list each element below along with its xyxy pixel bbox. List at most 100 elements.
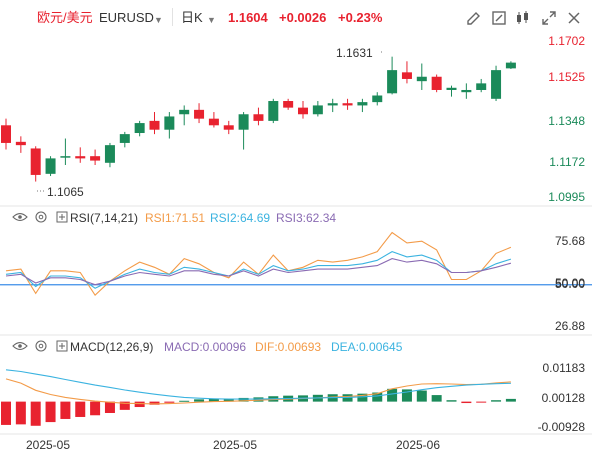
rsi-series-line [5,258,512,286]
macd-histogram-bar [30,401,41,426]
rsi-pane [0,231,592,297]
rsi-axis-tick: 50.00 [555,277,585,291]
time-axis-label: 2025-05 [26,438,70,452]
candle-body [476,83,487,90]
rsi-axis-tick: 50.00 [555,276,585,290]
interval-chevron-down-icon[interactable]: ▼ [207,15,216,25]
candle-body [446,87,457,90]
candle-body [223,125,234,130]
macd-histogram-bar [461,401,472,404]
macd-histogram-bar [104,401,115,413]
macd-indicator-label[interactable]: MACD(12,26,9) [70,340,153,354]
macd-histogram-bar [15,401,26,425]
macd-histogram-bar [491,400,502,402]
macd-axis-tick: 0.01183 [543,361,586,375]
price-axis-tick: 1.1525 [548,70,585,84]
macd-histogram-bar [134,401,145,408]
time-axis-label: 2025-06 [396,438,440,452]
interval-selector[interactable]: 日K [181,10,203,25]
candle-body [15,141,26,146]
candle-body [491,70,502,99]
expand-icon[interactable] [541,10,557,26]
candle-body [75,156,86,159]
macd-hide-eye-icon[interactable] [12,341,28,351]
candle-type-icon[interactable] [515,10,531,26]
high-price-marker: 1.1631 [336,46,373,60]
candle-body [1,125,11,143]
price-axis-tick: 1.1172 [549,155,585,169]
macd-histogram-bar [149,401,160,405]
candle-body [505,62,516,69]
rsi-toggle-icon[interactable] [56,211,68,223]
price-change-pct: +0.23% [338,10,383,25]
macd-histogram-bar [431,395,442,402]
macd-histogram-bar [372,392,383,402]
candle-body [149,120,160,130]
macd-histogram-bar [357,393,368,402]
rsi-axis-tick: 75.68 [555,234,585,248]
macd-histogram-bar [194,399,205,402]
macd-histogram-bar [401,389,412,402]
symbol-name-cn[interactable]: 欧元/美元 [37,10,93,25]
rsi3-value: RSI3:62.34 [276,211,336,225]
dif-value: DIF:0.00693 [255,340,321,354]
low-price-marker: 1.1065 [47,185,84,199]
macd-value: MACD:0.00096 [164,340,246,354]
candle-body [30,148,41,175]
dea-line [5,369,511,400]
macd-settings-gear-icon[interactable] [35,340,47,352]
rsi1-value: RSI1:71.51 [145,211,205,225]
macd-histogram-bar [476,401,487,403]
last-price: 1.1604 [228,10,268,25]
rsi2-value: RSI2:64.69 [210,211,270,225]
symbol-chevron-down-icon[interactable]: ▼ [154,15,163,25]
candle-body [208,118,219,126]
macd-histogram-bar [75,401,86,417]
macd-histogram-bar [1,401,11,425]
candle-body [357,102,368,106]
candle-body [283,101,294,108]
chart-header: 欧元/美元 EURUSD ▼ 日K ▼ 1.1604 +0.0026 +0.23… [0,0,592,34]
macd-histogram-bar [45,401,56,423]
macd-histogram-bar [387,388,398,402]
candle-body [164,116,175,130]
candle-body [342,103,353,106]
candle-body [134,123,145,134]
dea-value: DEA:0.00645 [331,340,403,354]
candle-body [298,107,308,115]
close-icon[interactable] [566,10,582,26]
fullscreen-icon[interactable] [491,10,507,26]
candle-body [268,101,279,121]
dif-line [5,378,511,405]
candle-body [253,114,264,121]
rsi-axis-tick: 26.88 [555,319,585,333]
symbol-code[interactable]: EURUSD [99,10,154,25]
macd-axis-tick: -0.00928 [538,420,586,434]
macd-histogram-bar [238,397,249,402]
price-pane [1,51,516,192]
macd-pane [1,369,516,426]
candle-body [179,109,190,115]
candle-body [312,105,323,115]
macd-histogram-bar [505,398,516,402]
macd-histogram-bar [416,390,427,402]
candle-body [194,109,205,119]
price-axis-tick: 1.1702 [548,34,585,48]
rsi-series-line [5,250,512,289]
rsi-settings-gear-icon[interactable] [35,211,47,223]
price-change: +0.0026 [279,10,327,25]
draw-pen-icon[interactable] [466,10,482,26]
macd-toggle-icon[interactable] [56,340,68,352]
header-divider [172,8,173,26]
rsi-hide-eye-icon[interactable] [12,212,28,222]
macd-histogram-bar [164,401,175,403]
macd-histogram-bar [60,401,71,419]
rsi-indicator-label[interactable]: RSI(7,14,21) [70,211,138,225]
candle-body [416,76,427,82]
candle-body [119,134,130,143]
candle-body [387,70,398,94]
candle-body [431,76,442,90]
candle-body [372,95,383,103]
candle-body [401,72,412,79]
